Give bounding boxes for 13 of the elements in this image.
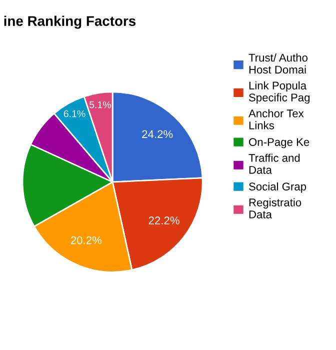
- legend-label: Anchor Tex Links: [248, 109, 304, 130]
- data-label: 24.2%: [142, 130, 173, 138]
- data-label: 6.1%: [64, 110, 86, 118]
- data-label: 20.2%: [70, 236, 102, 244]
- legend-label: Social Grap: [248, 182, 306, 193]
- legend-label: Link Popula Specific Pag: [248, 81, 310, 104]
- legend-label: Registratio Data: [249, 198, 302, 218]
- data-label: 5.1%: [89, 101, 111, 108]
- data-label: 22.2%: [148, 216, 180, 224]
- chart-title: ine Ranking Factors: [4, 16, 136, 29]
- legend-label: On-Page Ke: [249, 138, 310, 148]
- legend-label: Trust/ Autho Host Domai: [248, 53, 308, 74]
- legend-label: Traffic and Data: [248, 154, 300, 174]
